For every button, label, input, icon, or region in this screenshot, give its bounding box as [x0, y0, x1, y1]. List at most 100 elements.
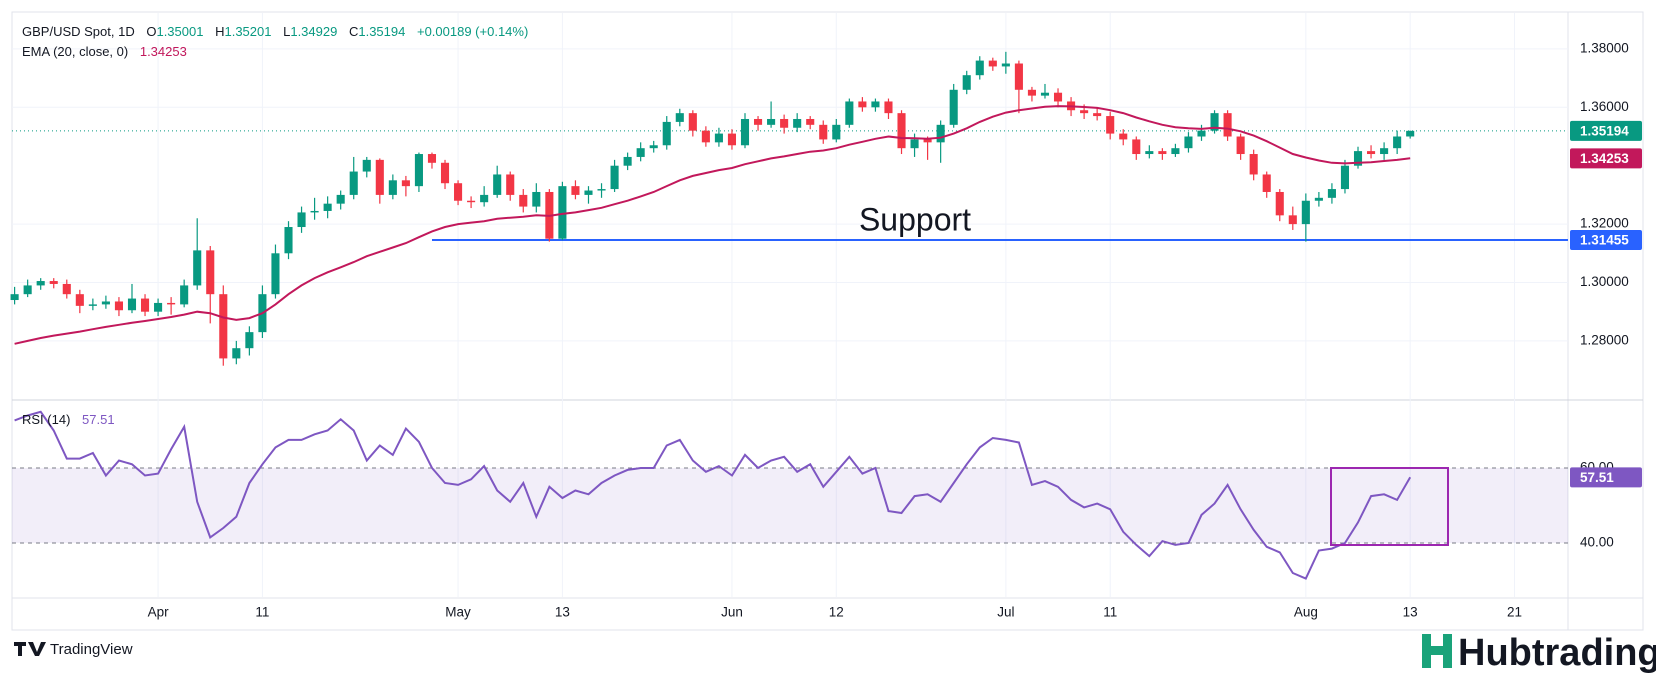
- candle-body: [1197, 130, 1206, 137]
- candle-body: [140, 298, 150, 312]
- candle-body: [401, 180, 410, 187]
- high-value: 1.35201: [224, 24, 271, 39]
- candle-body: [623, 156, 632, 166]
- y-tick-label: 1.28000: [1580, 332, 1629, 347]
- candle-body: [1027, 89, 1036, 96]
- rsi-value-label-bg: [1570, 467, 1642, 488]
- candle-body: [793, 118, 802, 128]
- candle-body: [923, 139, 932, 143]
- high-label: H: [215, 24, 224, 39]
- rsi-value: 57.51: [82, 412, 115, 427]
- candle-body: [310, 210, 319, 213]
- last-price-label-bg: [1570, 120, 1642, 141]
- candle-body: [858, 101, 867, 108]
- x-tick-label: 11: [1103, 605, 1117, 620]
- rsi-band: [12, 468, 1568, 543]
- candle-body: [297, 212, 306, 228]
- candle-body: [1040, 92, 1050, 96]
- candle-body: [662, 121, 671, 146]
- x-tick-label: 13: [555, 605, 570, 620]
- candle-body: [1106, 116, 1115, 134]
- support-price-label: 1.31455: [1580, 233, 1629, 248]
- candle-body: [10, 294, 19, 301]
- rsi-legend: RSI (14) 57.51: [22, 412, 115, 427]
- candle-body: [1014, 63, 1023, 90]
- x-tick-label: Jul: [997, 605, 1014, 620]
- brand-icon: [1422, 634, 1452, 668]
- candle-body: [1406, 130, 1415, 137]
- candle-body: [154, 302, 163, 312]
- candle-body: [1001, 63, 1010, 67]
- support-price-label-bg: [1570, 230, 1642, 251]
- candle-body: [375, 159, 384, 195]
- candle-body: [336, 194, 345, 204]
- candle-body: [675, 113, 684, 122]
- candle-body: [127, 298, 137, 311]
- candle-body: [1353, 151, 1363, 166]
- rsi-highlight-box: [1330, 467, 1449, 546]
- candle-body: [558, 186, 567, 239]
- candle-body: [1093, 113, 1102, 117]
- candle-body: [819, 124, 828, 140]
- y-tick-label: 1.38000: [1580, 40, 1629, 55]
- candle-body: [519, 194, 528, 207]
- candle-body: [1275, 191, 1284, 216]
- x-tick-label: Aug: [1294, 605, 1318, 620]
- x-tick-label: May: [445, 605, 471, 620]
- support-label: Support: [859, 201, 971, 237]
- candle-body: [1249, 154, 1258, 175]
- source-label: TradingView: [50, 641, 133, 658]
- candle-body: [440, 162, 450, 184]
- rsi-name: RSI (14): [22, 412, 70, 427]
- candle-body: [949, 89, 958, 125]
- hubtrading-logo: Hubtrading: [1422, 632, 1656, 674]
- candle-body: [1171, 148, 1180, 155]
- candle-body: [1210, 113, 1219, 131]
- last-price-label: 1.35194: [1580, 123, 1629, 138]
- candle-body: [1053, 92, 1063, 102]
- candle-body: [897, 113, 906, 149]
- ema-price-label: 1.34253: [1580, 151, 1629, 166]
- candle-body: [1327, 189, 1336, 198]
- change-value: +0.00189 (+0.14%): [417, 24, 528, 39]
- candle-body: [1132, 139, 1141, 155]
- candle-body: [427, 154, 437, 163]
- candle-body: [714, 133, 723, 143]
- candle-body: [832, 124, 841, 140]
- candle-body: [271, 253, 280, 295]
- candle-body: [1158, 151, 1167, 155]
- rsi-line: [14, 410, 1412, 580]
- candle-body: [727, 133, 737, 146]
- candle-body: [62, 283, 71, 295]
- low-label: L: [283, 24, 290, 39]
- candle-body: [1262, 174, 1271, 192]
- candle-body: [1223, 113, 1232, 137]
- chart-frame: [11, 11, 1644, 631]
- plot-layer: Apr 11 May 13 Jun 12 Jul 11 Aug 13 21 1.38000 1.3600…: [10, 13, 1642, 620]
- candle-body: [349, 171, 358, 195]
- tv-icon: [14, 642, 46, 656]
- rsi-value-label: 57.51: [1580, 470, 1614, 485]
- candle-body: [245, 332, 254, 349]
- candle-body: [36, 281, 45, 286]
- open-value: 1.35001: [156, 24, 203, 39]
- candle-body: [49, 281, 58, 284]
- candle-body: [571, 186, 580, 195]
- candle-body: [701, 130, 710, 143]
- open-label: O: [146, 24, 156, 39]
- ema-price-label-bg: [1570, 148, 1642, 169]
- candle-body: [88, 304, 97, 306]
- candle-body: [1119, 133, 1128, 140]
- x-tick-label: 21: [1507, 605, 1522, 620]
- ema-name: EMA (20, close, 0): [22, 44, 128, 59]
- candle-body: [1184, 136, 1193, 149]
- close-label: C: [349, 24, 358, 39]
- candle-body: [1236, 136, 1245, 155]
- candle-body: [1380, 148, 1389, 155]
- ema-value: 1.34253: [140, 44, 187, 59]
- x-tick-label: Apr: [148, 605, 170, 620]
- candle-body: [884, 101, 893, 114]
- candle-body: [597, 189, 606, 191]
- y-tick-label: 1.30000: [1580, 274, 1629, 289]
